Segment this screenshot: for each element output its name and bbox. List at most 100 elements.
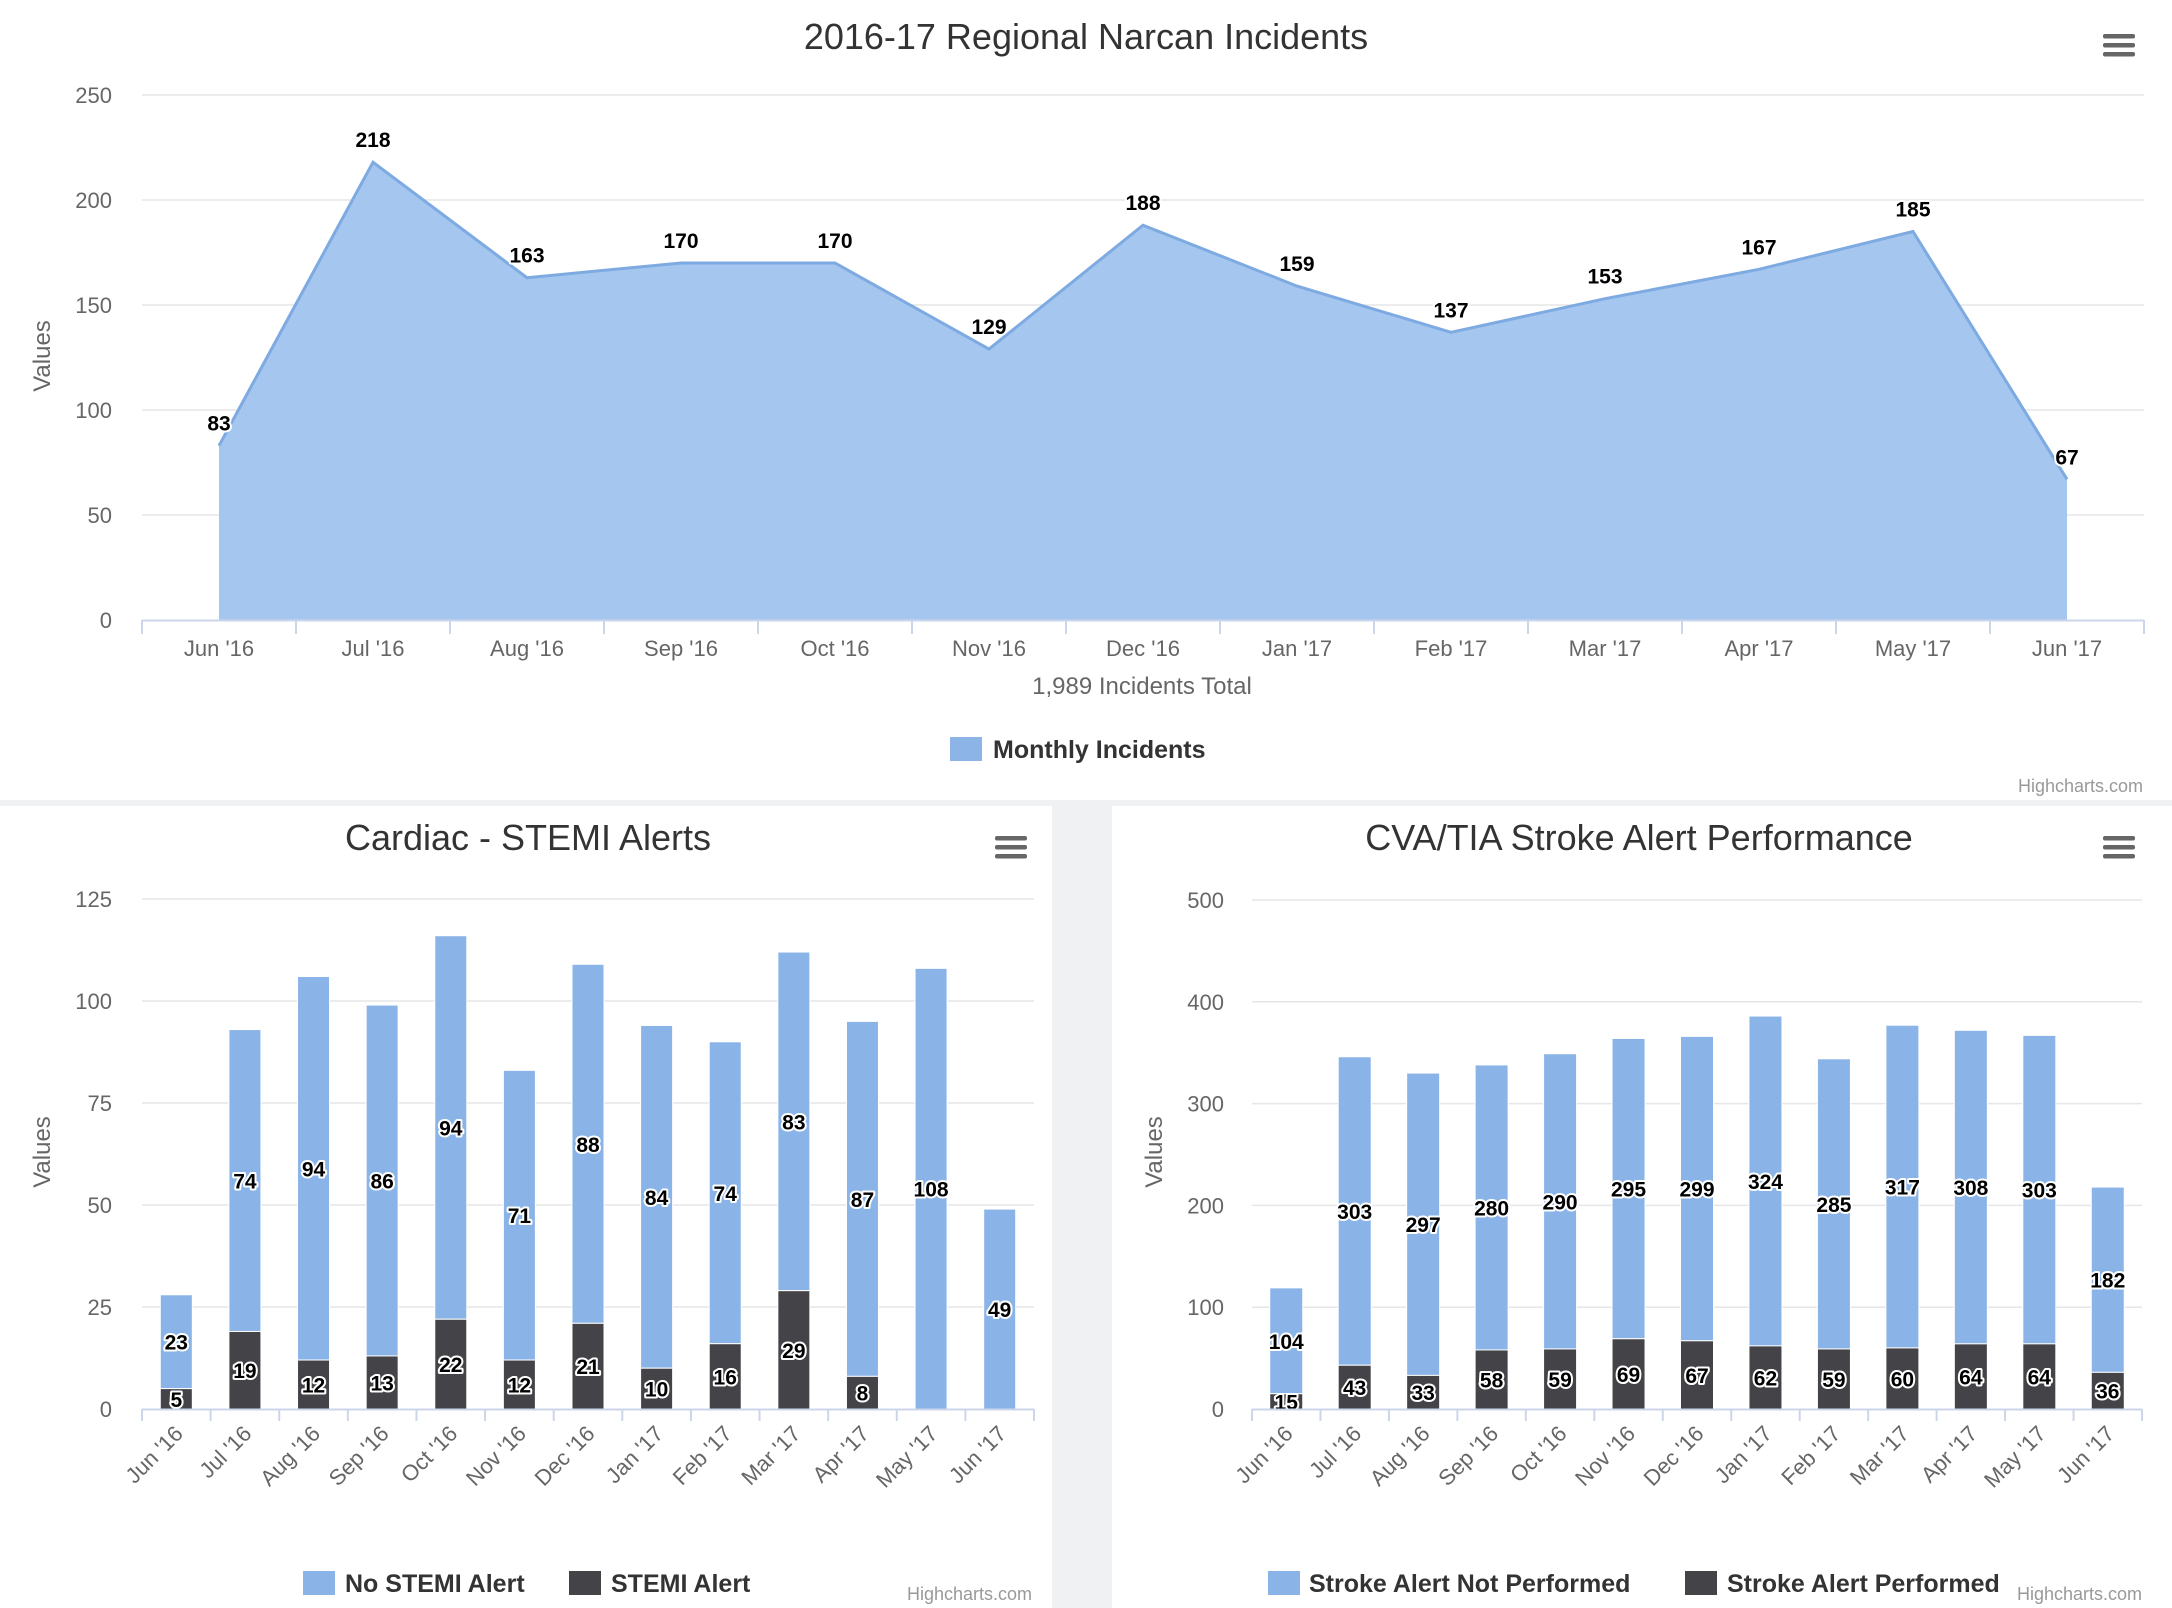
area-monthly-incidents (219, 162, 2067, 620)
data-label: 71 (508, 1205, 532, 1228)
data-label: 84 (645, 1187, 669, 1210)
y-tick-label: 100 (75, 398, 112, 423)
plot-area: 0 25 50 75 100 125 23 5 74 19 94 12 86 13 94 22 71 12 88 21… (75, 887, 1035, 1493)
bar-stroke-alert-not-performed (1816, 1058, 1851, 1350)
x-tick-label: Jun '17 (2032, 636, 2102, 661)
x-tick-label: Jan '17 (1710, 1421, 1777, 1488)
y-tick-label: 125 (75, 887, 112, 912)
x-axis-title: 1,989 Incidents Total (1032, 673, 1252, 700)
x-tick-label: Apr '17 (1916, 1421, 1982, 1487)
data-label: 21 (576, 1356, 600, 1379)
data-label: 308 (1953, 1177, 1988, 1200)
data-label: 67 (2055, 446, 2078, 469)
stemi-chart: Cardiac - STEMI Alerts Values No STEMI A… (29, 817, 1035, 1604)
y-tick-label: 0 (1212, 1397, 1224, 1422)
x-tick-label: Apr '17 (808, 1421, 874, 1487)
y-tick-label: 100 (1187, 1295, 1224, 1320)
hamburger-menu-icon[interactable] (2103, 34, 2135, 57)
data-label: 290 (1543, 1191, 1578, 1214)
data-label: 218 (355, 129, 390, 152)
x-tick-label: Jun '16 (1230, 1421, 1297, 1488)
data-label: 317 (1885, 1177, 1920, 1200)
data-label: 94 (439, 1117, 463, 1140)
bar-stroke-alert-performed (1680, 1340, 1714, 1410)
y-tick-label: 150 (75, 293, 112, 318)
bar-stemi-alert (228, 1330, 262, 1410)
data-label: 22 (439, 1354, 462, 1377)
data-label: 74 (714, 1183, 738, 1206)
data-label: 12 (508, 1375, 531, 1398)
bar-no-stemi-alert (297, 976, 331, 1361)
data-label: 5 (170, 1389, 182, 1412)
data-label: 74 (233, 1171, 257, 1194)
y-tick-label: 50 (88, 503, 112, 528)
x-tick-label: Aug '16 (490, 636, 564, 661)
data-label: 280 (1474, 1197, 1509, 1220)
y-tick-label: 400 (1187, 990, 1224, 1015)
x-tick-label: Jun '17 (944, 1421, 1011, 1488)
narcan-chart-panel: 2016-17 Regional Narcan Incidents 1,989 … (0, 0, 2172, 800)
y-tick-label: 50 (88, 1193, 112, 1218)
chart-title: CVA/TIA Stroke Alert Performance (1365, 817, 1913, 858)
bar-no-stemi-alert (845, 1020, 879, 1377)
legend-item-no-stemi-alert[interactable]: No STEMI Alert (303, 1570, 525, 1598)
x-tick-label: Mar '17 (736, 1421, 805, 1490)
x-tick-label: Jul '16 (1304, 1421, 1366, 1483)
legend-swatch (1268, 1571, 1300, 1595)
bar-stroke-alert-performed (2022, 1343, 2057, 1410)
narcan-chart: 2016-17 Regional Narcan Incidents 1,989 … (29, 16, 2145, 796)
x-tick-label: Jun '16 (184, 636, 254, 661)
legend-item-monthly-incidents[interactable]: Monthly Incidents (950, 736, 1206, 764)
legend-item-stroke-alert-performed[interactable]: Stroke Alert Performed (1685, 1570, 2000, 1598)
data-label: 43 (1343, 1377, 1366, 1400)
hamburger-menu-icon[interactable] (995, 836, 1027, 859)
data-label: 19 (233, 1360, 256, 1383)
bar-no-stemi-alert (434, 935, 468, 1320)
bar-stroke-alert-not-performed (2022, 1034, 2057, 1345)
legend-item-stemi-alert[interactable]: STEMI Alert (569, 1570, 751, 1598)
legend-swatch (950, 737, 982, 761)
data-label: 83 (782, 1111, 805, 1134)
credits-link[interactable]: Highcharts.com (2018, 776, 2143, 796)
data-label: 67 (1685, 1365, 1708, 1388)
data-label: 83 (207, 413, 230, 436)
data-label: 104 (1269, 1331, 1304, 1354)
legend-item-stroke-alert-not-performed[interactable]: Stroke Alert Not Performed (1268, 1570, 1630, 1598)
bar-stemi-alert (845, 1375, 879, 1410)
data-label: 29 (782, 1340, 805, 1363)
data-label: 303 (1337, 1201, 1372, 1224)
x-tick-label: Sep '16 (324, 1421, 394, 1491)
bar-no-stemi-alert (914, 967, 948, 1410)
data-label: 36 (2096, 1381, 2119, 1404)
hamburger-menu-icon[interactable] (2103, 836, 2135, 859)
data-label: 285 (1816, 1194, 1851, 1217)
chart-title: 2016-17 Regional Narcan Incidents (804, 16, 1368, 57)
bar-no-stemi-alert (708, 1041, 742, 1345)
x-tick-label: Sep '16 (1433, 1421, 1503, 1491)
credits-link[interactable]: Highcharts.com (2017, 1584, 2142, 1604)
bar-no-stemi-alert (365, 1004, 399, 1357)
x-tick-label: Apr '17 (1724, 636, 1793, 661)
x-tick-label: Dec '16 (1106, 636, 1180, 661)
data-label: 303 (2022, 1180, 2057, 1203)
x-tick-label: Mar '17 (1845, 1421, 1914, 1490)
data-label: 324 (1748, 1171, 1783, 1194)
data-label: 163 (509, 245, 544, 268)
x-tick-label: Jan '17 (601, 1421, 668, 1488)
bar-no-stemi-alert (777, 951, 811, 1292)
credits-link[interactable]: Highcharts.com (907, 1584, 1032, 1604)
y-tick-label: 250 (75, 83, 112, 108)
y-tick-label: 500 (1187, 888, 1224, 913)
stemi-chart-panel: Cardiac - STEMI Alerts Values No STEMI A… (0, 806, 1052, 1608)
bar-stroke-alert-performed (2090, 1371, 2125, 1410)
x-tick-label: Sep '16 (644, 636, 718, 661)
x-tick-label: Dec '16 (530, 1421, 600, 1491)
data-label: 12 (302, 1375, 325, 1398)
data-label: 59 (1822, 1369, 1845, 1392)
x-tick-label: Nov '16 (461, 1421, 531, 1491)
bar-stroke-alert-performed (1816, 1348, 1851, 1410)
data-label: 8 (857, 1383, 869, 1406)
data-label: 295 (1611, 1179, 1646, 1202)
y-tick-label: 200 (1187, 1193, 1224, 1218)
chart-title: Cardiac - STEMI Alerts (345, 817, 711, 858)
